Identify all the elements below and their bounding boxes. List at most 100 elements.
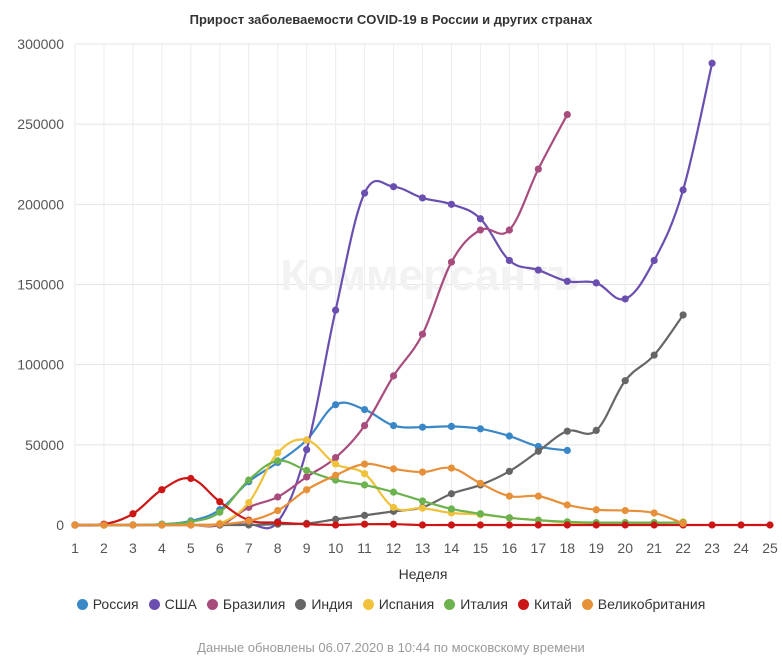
legend-item[interactable]: Китай [517, 596, 572, 612]
data-point [592, 426, 600, 435]
x-tick-label: 17 [531, 540, 547, 556]
legend-swatch [206, 598, 218, 610]
data-point [360, 460, 369, 468]
data-point [332, 401, 340, 409]
data-point [129, 521, 137, 529]
data-point [505, 226, 513, 234]
data-point [332, 306, 340, 314]
data-point [274, 506, 282, 515]
x-tick-label: 20 [617, 540, 633, 556]
data-point [71, 521, 79, 529]
data-point [389, 503, 398, 511]
data-point [621, 506, 629, 515]
series-line [75, 114, 569, 528]
legend-label: Китай [533, 596, 572, 612]
data-point [447, 521, 456, 529]
x-tick-label: 19 [588, 540, 604, 556]
data-point [650, 509, 658, 517]
legend-swatch [148, 598, 160, 610]
data-point [389, 421, 398, 430]
data-point [418, 497, 427, 505]
data-point [274, 518, 282, 527]
legend-label: Великобритания [597, 596, 706, 612]
data-point [505, 256, 513, 265]
footnote: Данные обновлены 06.07.2020 в 10:44 по м… [197, 640, 585, 655]
data-point [303, 466, 311, 475]
data-point [360, 481, 369, 489]
data-point [563, 501, 571, 509]
data-point [418, 521, 427, 529]
legend-item[interactable]: Италия [444, 596, 508, 612]
data-point [216, 498, 224, 506]
data-point [129, 510, 137, 518]
data-point [534, 521, 542, 529]
y-tick-label: 300000 [17, 36, 64, 52]
legend-item[interactable]: Великобритания [581, 596, 706, 612]
data-point [766, 521, 774, 529]
data-point [621, 521, 629, 529]
data-point [563, 427, 571, 435]
data-point [592, 506, 600, 514]
data-point [274, 493, 282, 501]
data-point [447, 464, 456, 472]
legend-item[interactable]: Индия [295, 596, 353, 612]
legend-label: Бразилия [222, 596, 286, 612]
series-line [75, 401, 568, 527]
y-tick-label: 250000 [17, 116, 64, 132]
x-tick-label: 6 [216, 540, 224, 556]
x-tick-label: 10 [328, 540, 344, 556]
legend-swatch [76, 598, 88, 610]
data-point [245, 498, 253, 507]
legend-swatch [581, 598, 593, 610]
data-point [389, 372, 398, 380]
x-tick-label: 7 [245, 540, 253, 556]
data-point [679, 186, 687, 194]
x-tick-label: 21 [646, 540, 662, 556]
data-point [534, 447, 542, 455]
data-point [389, 520, 398, 528]
y-tick-label: 50000 [25, 437, 64, 453]
data-point [476, 479, 485, 487]
data-point [360, 421, 369, 430]
y-tick-label: 200000 [17, 196, 64, 212]
data-point [360, 520, 369, 528]
data-point [505, 521, 513, 529]
data-point [505, 432, 513, 440]
legend-item[interactable]: Бразилия [206, 596, 286, 612]
data-point [563, 277, 571, 285]
data-point [650, 256, 658, 265]
legend-label: Италия [460, 596, 508, 612]
legend-label: США [164, 596, 197, 612]
data-point [476, 215, 485, 223]
data-point [534, 165, 542, 173]
data-point [303, 436, 311, 444]
legend-item[interactable]: Россия [76, 596, 139, 612]
x-tick-label: 18 [560, 540, 576, 556]
x-tick-label: 11 [357, 540, 372, 556]
data-point [303, 520, 311, 528]
data-point [360, 511, 369, 519]
data-point [476, 510, 485, 518]
data-point [360, 405, 369, 414]
x-tick-label: 15 [473, 540, 489, 556]
data-point [621, 295, 629, 303]
data-point [418, 468, 427, 476]
data-point [187, 521, 195, 529]
y-tick-label: 0 [56, 517, 64, 533]
data-point [100, 521, 108, 529]
legend-item[interactable]: США [148, 596, 197, 612]
data-point [332, 471, 340, 479]
x-tick-label: 1 [71, 540, 79, 556]
x-tick-label: 16 [502, 540, 518, 556]
series-line [75, 462, 684, 527]
data-point [389, 465, 398, 473]
x-tick-label: 5 [187, 540, 195, 556]
legend-item[interactable]: Испания [362, 596, 434, 612]
data-point [303, 446, 311, 454]
watermark-logo: Коммерсантъ [280, 251, 579, 300]
data-point [418, 194, 427, 202]
legend-swatch [444, 598, 456, 610]
data-point [476, 425, 485, 433]
data-point [216, 508, 224, 516]
